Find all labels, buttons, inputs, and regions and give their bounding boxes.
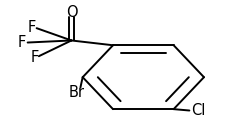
Text: F: F	[18, 35, 26, 50]
Text: F: F	[31, 50, 39, 65]
Text: F: F	[27, 20, 36, 35]
Text: O: O	[65, 5, 77, 20]
Text: Cl: Cl	[190, 103, 205, 118]
Text: Br: Br	[69, 85, 85, 100]
